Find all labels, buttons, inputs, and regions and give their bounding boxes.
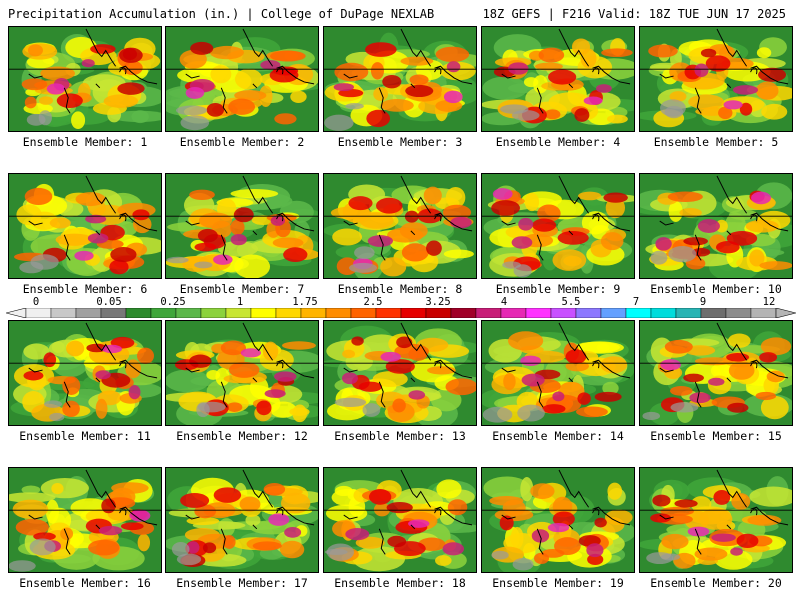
ensemble-member-label: Ensemble Member: 4 [495,135,621,149]
colorbar-swatch [25,308,52,318]
precip-map [165,26,319,132]
colorbar-scale [6,308,796,318]
ensemble-member-label: Ensemble Member: 7 [179,282,305,296]
colorbar-swatch [450,308,477,318]
ensemble-member-label: Ensemble Member: 1 [22,135,148,149]
colorbar-tick-label: 2.5 [363,296,383,308]
colorbar-tick-label: 0.25 [160,296,186,308]
precip-map [323,320,477,426]
ensemble-member-label: Ensemble Member: 18 [334,576,466,590]
ensemble-member-label: Ensemble Member: 9 [495,282,621,296]
ensemble-member-label: Ensemble Member: 19 [492,576,624,590]
colorbar-ticks: 0 0.05 0.25 1 1.75 2.5 3.25 4 5.5 7 9 12 [6,296,796,308]
colorbar-swatch [400,308,427,318]
colorbar-tick-label: 1.75 [292,296,318,308]
ensemble-member-label: Ensemble Member: 11 [19,429,151,443]
ensemble-member-label: Ensemble Member: 14 [492,429,624,443]
colorbar-tick-label: 9 [699,296,707,308]
colorbar-swatch [75,308,102,318]
colorbar-swatch [575,308,602,318]
colorbar-tick-label: 1 [236,296,244,308]
colorbar-swatch [425,308,452,318]
precip-map [639,173,793,279]
precip-map [481,320,635,426]
colorbar-swatch [550,308,577,318]
colorbar-swatch [625,308,652,318]
ensemble-member-label: Ensemble Member: 10 [650,282,782,296]
precip-map [8,26,162,132]
colorbar-max-arrow [775,308,796,318]
ensemble-member-label: Ensemble Member: 6 [22,282,148,296]
colorbar-swatch [350,308,377,318]
colorbar-swatch [250,308,277,318]
precip-map [8,320,162,426]
colorbar-swatch [600,308,627,318]
precip-map [165,467,319,573]
precip-map [165,320,319,426]
colorbar-tick-label: 4 [500,296,508,308]
colorbar-swatch [675,308,702,318]
precip-map [323,26,477,132]
chart-title: Precipitation Accumulation (in.) | Colle… [8,7,435,21]
precip-map [323,173,477,279]
colorbar-swatch [475,308,502,318]
colorbar-swatch [725,308,752,318]
precip-map [481,173,635,279]
precip-map [8,173,162,279]
ensemble-member-label: Ensemble Member: 16 [19,576,151,590]
colorbar-swatch [325,308,352,318]
colorbar-swatch [525,308,552,318]
ensemble-member-label: Ensemble Member: 13 [334,429,466,443]
colorbar-tick-label: 0 [32,296,40,308]
colorbar-swatch [500,308,527,318]
colorbar-swatch [750,308,777,318]
colorbar-swatch [175,308,202,318]
precip-map [639,26,793,132]
colorbar-swatch [125,308,152,318]
precip-map [481,467,635,573]
ensemble-member-label: Ensemble Member: 15 [650,429,782,443]
colorbar-swatch [300,308,327,318]
colorbar-legend: 0 0.05 0.25 1 1.75 2.5 3.25 4 5.5 7 9 12 [6,296,796,322]
colorbar-swatch [50,308,77,318]
run-info: 18Z GEFS | F216 Valid: 18Z TUE JUN 17 20… [482,7,786,21]
colorbar-swatch [225,308,252,318]
colorbar-swatch [375,308,402,318]
colorbar-tick-label: 5.5 [561,296,581,308]
ensemble-member-label: Ensemble Member: 5 [653,135,779,149]
ensemble-member-label: Ensemble Member: 2 [179,135,305,149]
colorbar-swatch [275,308,302,318]
ensemble-member-label: Ensemble Member: 8 [337,282,463,296]
colorbar-swatch [100,308,127,318]
precip-map [323,467,477,573]
ensemble-member-label: Ensemble Member: 20 [650,576,782,590]
colorbar-tick-label: 0.05 [96,296,122,308]
colorbar-tick-label: 3.25 [425,296,451,308]
precip-map [8,467,162,573]
colorbar-swatch [650,308,677,318]
precip-map [639,320,793,426]
ensemble-member-label: Ensemble Member: 12 [176,429,308,443]
colorbar-swatch [700,308,727,318]
ensemble-member-label: Ensemble Member: 17 [176,576,308,590]
precip-map [639,467,793,573]
ensemble-member-label: Ensemble Member: 3 [337,135,463,149]
colorbar-min-arrow [6,308,27,318]
colorbar-swatch [150,308,177,318]
colorbar-tick-label: 12 [762,296,776,308]
colorbar-swatch [200,308,227,318]
precip-map [481,26,635,132]
colorbar-tick-label: 7 [632,296,640,308]
precip-map [165,173,319,279]
